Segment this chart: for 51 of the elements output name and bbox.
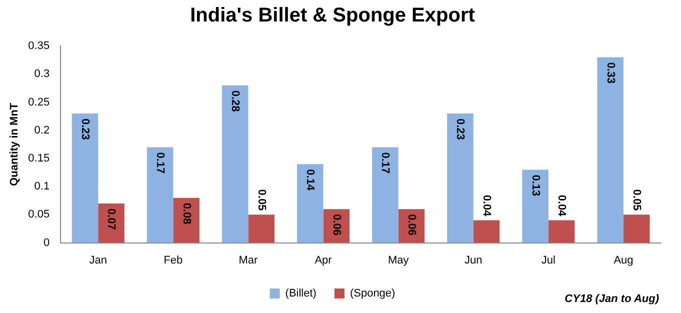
bar: [222, 85, 248, 243]
bar: [597, 57, 624, 243]
bar: [297, 164, 324, 243]
data-label: 0.05: [255, 189, 268, 211]
x-tick-label: May: [388, 254, 410, 266]
bar: [372, 147, 398, 243]
data-label: 0.17: [154, 152, 166, 174]
x-tick-label: Jul: [541, 254, 556, 266]
data-label: 0.17: [379, 152, 392, 174]
bar: [72, 113, 98, 243]
data-label: 0.07: [105, 208, 118, 230]
data-label: 0.04: [480, 194, 492, 218]
data-label: 0.05: [630, 189, 643, 211]
y-tick-label: 0.25: [28, 96, 50, 108]
y-tick-label: 0: [43, 236, 50, 249]
data-label: 0.23: [454, 118, 466, 140]
data-label: 0.06: [330, 214, 342, 236]
x-tick-label: Jan: [89, 254, 108, 266]
y-tick-label: 0.35: [28, 40, 50, 52]
data-label: 0.08: [180, 202, 192, 224]
bar: [548, 220, 575, 243]
bar: [623, 214, 650, 243]
bar: [522, 170, 548, 243]
data-label: 0.23: [78, 118, 91, 140]
data-label: 0.14: [304, 169, 316, 192]
bar: [447, 113, 474, 243]
y-tick-label: 0.2: [34, 124, 50, 136]
text: CY18 (Jan to Aug): [564, 293, 659, 305]
legend-label: (Sponge): [350, 288, 396, 300]
data-label: 0.06: [405, 214, 418, 236]
chart-title: India's Billet & Sponge Export: [190, 4, 476, 27]
data-label: 0.33: [604, 62, 616, 84]
bar: [473, 220, 500, 243]
x-tick-label: Apr: [314, 254, 332, 266]
y-tick-label: 0.1: [34, 180, 50, 193]
bar: [248, 214, 274, 243]
y-tick-label: 0.15: [28, 152, 50, 164]
x-tick-label: Feb: [164, 254, 183, 266]
bar: [146, 147, 174, 243]
y-tick-label: 0.05: [28, 208, 50, 221]
y-axis-title: Quantity in MnT: [8, 102, 21, 186]
x-tick-label: Jun: [464, 254, 482, 266]
x-tick-label: Aug: [614, 254, 634, 266]
data-label: 0.04: [556, 194, 568, 218]
bar: [173, 198, 200, 243]
legend-label: (Billet): [285, 288, 316, 300]
data-label: 0.28: [229, 90, 242, 112]
x-tick-label: Mar: [238, 254, 258, 266]
bar: [98, 203, 124, 243]
data-label: 0.13: [529, 174, 542, 196]
y-tick-label: 0.3: [34, 68, 50, 80]
